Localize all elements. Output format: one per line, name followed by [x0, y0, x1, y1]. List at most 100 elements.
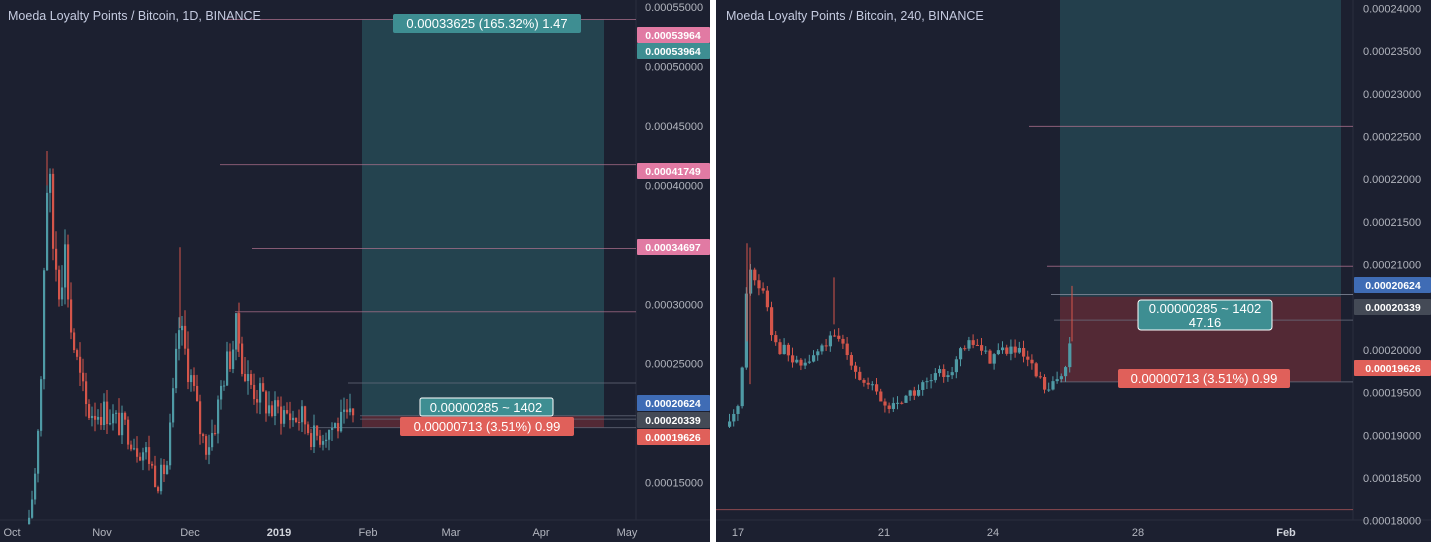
left-candle-body	[103, 401, 106, 426]
left-x-tick-label: Feb	[359, 527, 378, 539]
left-candle-body	[202, 434, 205, 437]
right-candle-body	[1038, 376, 1042, 378]
right-candle-body	[749, 269, 753, 294]
left-candle-body	[94, 415, 97, 420]
right-x-tick-label: 21	[878, 527, 890, 539]
right-candle-body	[837, 335, 841, 339]
left-candle-body	[145, 447, 148, 453]
left-candle-body	[115, 412, 118, 414]
right-candle-body	[938, 369, 942, 374]
left-candle-body	[130, 444, 133, 450]
right-center-box	[1137, 299, 1273, 331]
left-candle-body	[328, 430, 331, 440]
left-candle-body	[73, 332, 76, 351]
right-chart-title: Moeda Loyalty Points / Bitcoin, 240, BIN…	[726, 9, 984, 23]
left-candle-body	[181, 325, 184, 331]
left-candle-body	[238, 313, 241, 344]
right-candle-body	[925, 381, 929, 383]
right-candle-body	[1051, 381, 1055, 390]
left-candle-body	[172, 388, 175, 423]
right-candle-body	[1043, 376, 1047, 390]
right-candle-body	[883, 401, 887, 406]
left-candle-body	[280, 406, 283, 424]
right-candle-body	[1026, 356, 1030, 360]
left-candle-body	[325, 439, 328, 442]
left-candle-body	[346, 409, 349, 413]
left-candle-body	[43, 270, 46, 380]
right-candle-body	[1022, 347, 1026, 357]
right-candle-body	[736, 406, 740, 414]
right-candle-body	[744, 293, 748, 368]
right-candle-body	[728, 421, 732, 427]
left-candle-body	[91, 415, 94, 419]
left-candle-body	[178, 330, 181, 349]
left-candle-body	[40, 379, 43, 431]
left-candle-body	[229, 351, 232, 370]
left-candle-body	[307, 424, 310, 434]
left-candle-body	[340, 411, 343, 432]
right-center-label: 0.00000285 ~ 1402	[1149, 301, 1261, 316]
left-candle-body	[82, 372, 85, 382]
left-price-tag	[637, 429, 710, 445]
left-price-tag	[637, 412, 710, 428]
left-candle-body	[121, 412, 124, 436]
left-candle-body	[100, 416, 103, 426]
left-candle-body	[190, 375, 193, 383]
right-candle-body	[791, 355, 795, 363]
right-candle-body	[782, 344, 786, 355]
left-price-tag	[637, 27, 710, 43]
left-candle-body	[97, 416, 100, 420]
left-candle-body	[256, 399, 259, 403]
left-price-tag-label: 0.00053964	[645, 30, 701, 42]
left-candle-body	[232, 349, 235, 370]
right-candle-body	[954, 359, 958, 373]
right-candle-body	[740, 367, 744, 407]
right-y-tick-label: 0.00018000	[1363, 516, 1421, 528]
right-candle-body	[812, 355, 816, 362]
left-candle-body	[271, 405, 274, 417]
left-candle-body	[55, 248, 58, 270]
right-candle-body	[820, 345, 824, 352]
right-price-tag	[1354, 360, 1431, 376]
left-candle-body	[313, 425, 316, 447]
left-chart-title: Moeda Loyalty Points / Bitcoin, 1D, BINA…	[8, 9, 261, 23]
right-candle-body	[959, 348, 963, 360]
left-candle-body	[286, 410, 289, 414]
right-candle-body	[854, 365, 858, 372]
right-y-tick-label: 0.00023000	[1363, 89, 1421, 101]
left-y-tick-label: 0.00055000	[645, 2, 703, 14]
right-chart-panel[interactable]: 0.00018000 0.00018500 0.00019000 0.00019500…	[716, 0, 1431, 542]
left-candle-body	[253, 384, 256, 400]
right-candle-body	[845, 343, 849, 356]
right-candle-body	[975, 344, 979, 346]
left-candle-body	[163, 464, 166, 475]
left-chart-canvas[interactable]: 0.000150000.000200000.000250000.00030000…	[0, 0, 710, 542]
right-candle-body	[996, 350, 1000, 355]
right-chart-canvas[interactable]: 0.00018000 0.00018500 0.00019000 0.00019500…	[716, 0, 1431, 542]
left-price-tag-label: 0.00020624	[645, 398, 701, 410]
right-candle-body	[904, 395, 908, 403]
left-candle-body	[289, 413, 292, 421]
right-candle-body	[900, 402, 904, 404]
right-y-tick-label: 0.00022500	[1363, 132, 1421, 144]
left-y-tick-label: 0.00030000	[645, 299, 703, 311]
right-price-tag	[1354, 299, 1431, 315]
right-candle-body	[824, 345, 828, 347]
left-candle-body	[352, 408, 355, 416]
left-candle-body	[34, 473, 37, 500]
left-x-tick-label: Nov	[92, 527, 112, 539]
left-candle-body	[187, 348, 190, 383]
right-x-tick-label: 17	[732, 527, 744, 539]
left-x-tick-label: Dec	[180, 527, 200, 539]
left-price-tag-label: 0.00034697	[645, 242, 701, 254]
right-candle-body	[765, 290, 769, 308]
right-candle-body	[770, 307, 774, 336]
right-candle-body	[917, 389, 921, 396]
left-candle-body	[268, 405, 271, 414]
left-candle-body	[166, 465, 169, 475]
left-chart-panel[interactable]: 0.000150000.000200000.000250000.00030000…	[0, 0, 710, 542]
right-candle-body	[1009, 346, 1013, 354]
right-y-tick-label: 0.00019500	[1363, 388, 1421, 400]
right-candle-body	[992, 354, 996, 364]
left-target-box	[393, 14, 581, 33]
